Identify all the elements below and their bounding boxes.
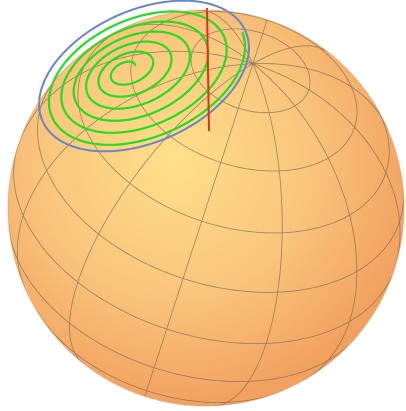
latitude-line bbox=[37, 74, 404, 293]
longitude-line bbox=[252, 63, 389, 131]
longitude-line bbox=[69, 63, 254, 365]
latitude-line bbox=[8, 226, 356, 383]
pole-axis-line bbox=[206, 7, 210, 132]
longitude-line bbox=[252, 19, 268, 64]
cap-boundary-circle bbox=[38, 0, 250, 153]
longitude-line bbox=[252, 63, 358, 381]
longitude-line bbox=[144, 63, 254, 397]
longitude-line bbox=[252, 63, 401, 272]
latitude-line bbox=[13, 146, 395, 344]
latitude-line bbox=[77, 22, 390, 234]
longitude-line bbox=[212, 63, 283, 406]
green-spiral-curve bbox=[47, 10, 247, 146]
polar-cap bbox=[38, 0, 250, 153]
longitude-line bbox=[16, 50, 254, 150]
longitude-line bbox=[252, 45, 331, 65]
sphere-outline bbox=[7, 9, 405, 407]
sphere-grid bbox=[8, 10, 404, 406]
